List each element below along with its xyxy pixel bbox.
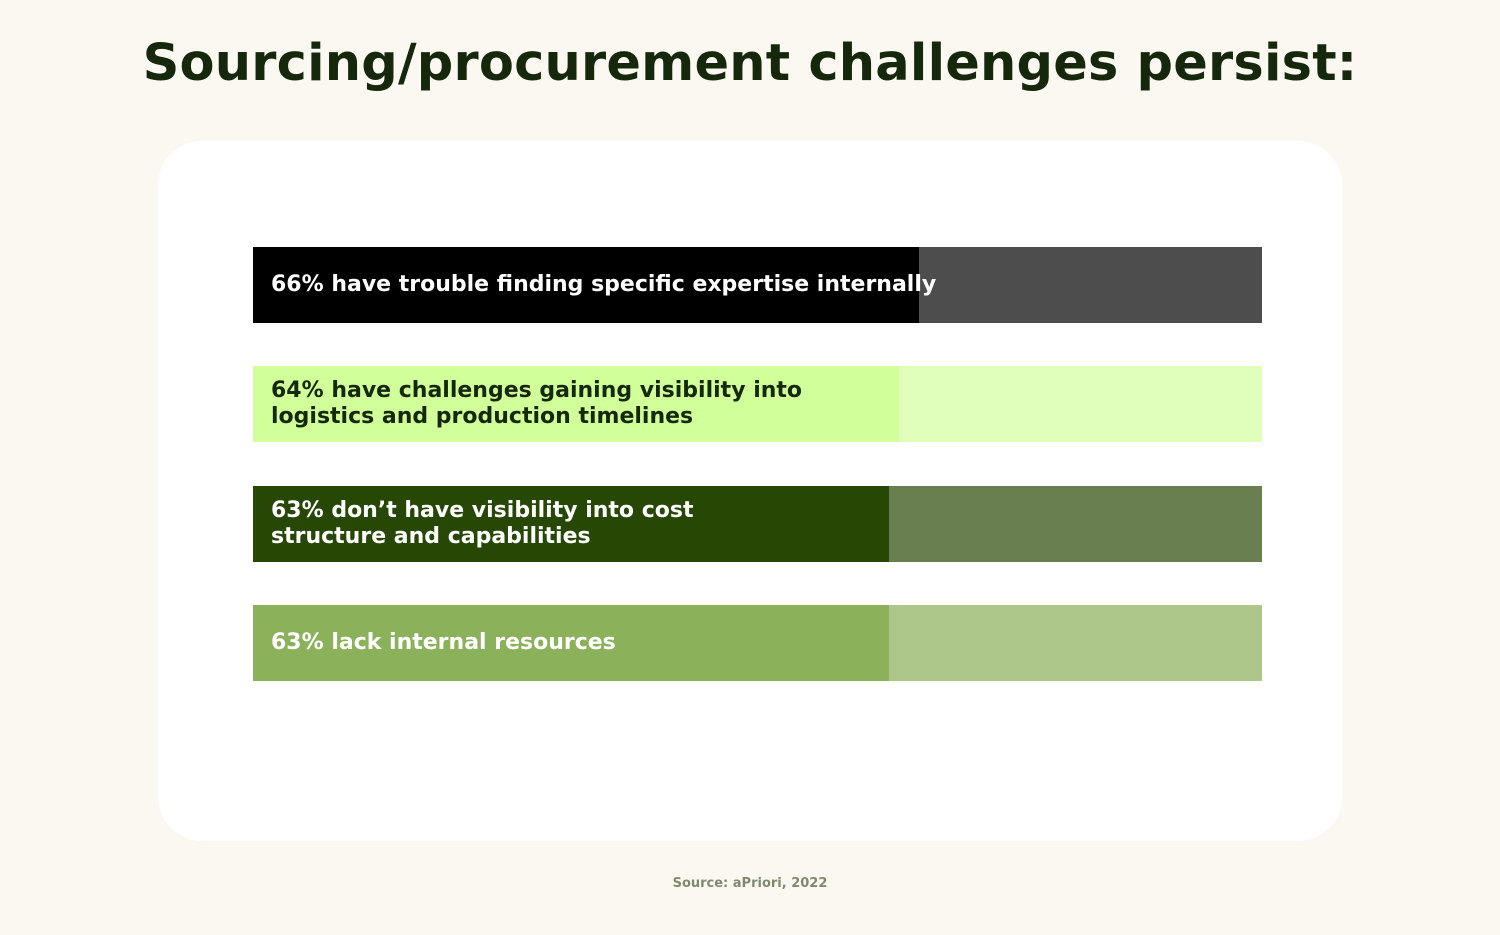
bar-row: 63% lack internal resources — [253, 605, 1262, 681]
bar-row: 64% have challenges gaining visibility i… — [253, 366, 1262, 442]
bar-fill — [253, 605, 889, 681]
bar-fill — [253, 366, 899, 442]
bar-label: 63% lack internal resources — [271, 630, 616, 655]
page-title: Sourcing/procurement challenges persist: — [142, 34, 1358, 93]
source-note: Source: aPriori, 2022 — [672, 876, 828, 891]
bar-fill — [253, 247, 919, 323]
bar-label: 64% have challenges gaining visibility i… — [271, 378, 803, 429]
bar-fill — [253, 486, 889, 562]
bar-label: 63% don’t have visibility into cost stru… — [271, 498, 694, 549]
bar-label: 66% have trouble finding specific expert… — [271, 272, 937, 297]
bar-row: 63% don’t have visibility into cost stru… — [253, 486, 1262, 562]
bar-row: 66% have trouble finding specific expert… — [253, 247, 1262, 323]
